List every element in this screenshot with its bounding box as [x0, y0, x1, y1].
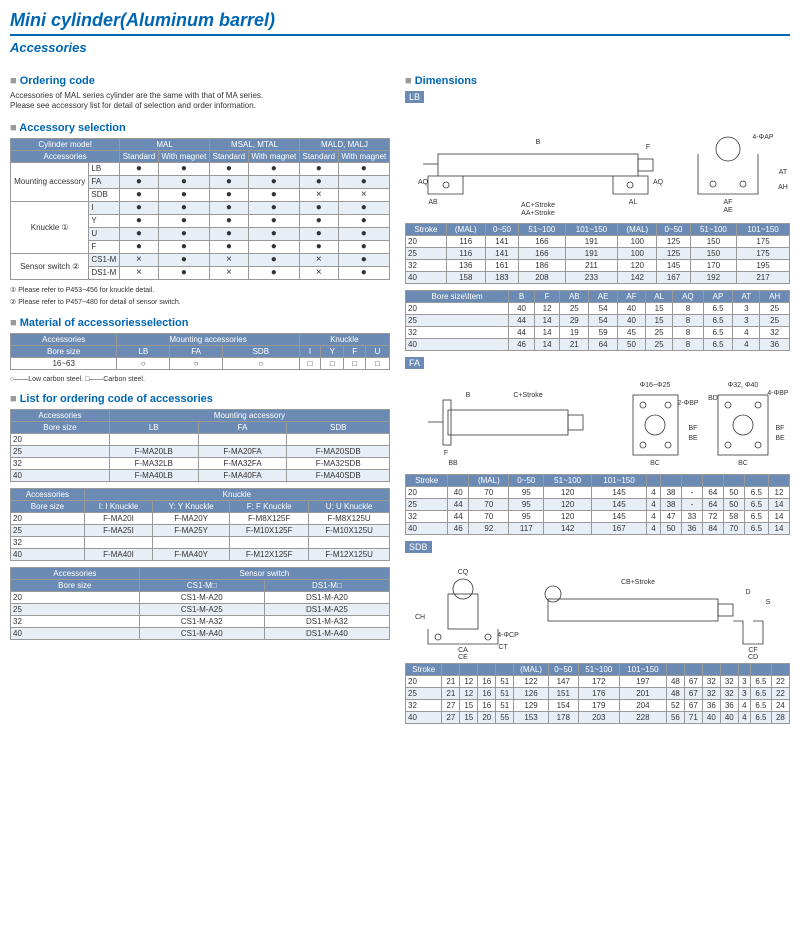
svg-text:4-ΦAP: 4-ΦAP	[752, 134, 773, 141]
svg-text:CF: CF	[748, 647, 757, 654]
svg-text:F: F	[645, 144, 649, 151]
mat-heading: Material of accessoriesselection	[10, 317, 390, 329]
svg-text:D: D	[745, 589, 750, 596]
svg-text:AA+Stroke: AA+Stroke	[521, 210, 555, 217]
svg-text:B: B	[465, 392, 470, 399]
svg-text:F: F	[443, 450, 447, 457]
svg-text:CA: CA	[458, 647, 468, 654]
svg-text:AQ: AQ	[417, 179, 428, 186]
svg-text:AL: AL	[628, 199, 637, 206]
svg-text:B: B	[535, 139, 540, 146]
ordering-heading: Ordering code	[10, 75, 390, 87]
dim-heading: Dimensions	[405, 75, 790, 87]
mat-legend: ○——Low carbon steel. □——Carbon steel.	[10, 376, 390, 383]
svg-text:AE: AE	[723, 207, 733, 214]
svg-text:AT: AT	[778, 169, 787, 176]
ordering-text2: Please see accessory list for detail of …	[10, 101, 390, 111]
lb-label: LB	[405, 91, 424, 103]
list-sensor-table: AccessoriesSensor switch Bore sizeCS1-M□…	[10, 567, 390, 640]
material-table: Accessories Mounting accessories Knuckle…	[10, 333, 390, 370]
svg-text:AH: AH	[778, 184, 788, 191]
page-subtitle: Accessories	[10, 40, 790, 55]
svg-text:BC: BC	[738, 460, 748, 467]
svg-text:BE: BE	[775, 435, 785, 442]
svg-text:BC: BC	[650, 460, 660, 467]
lb-table1: Stroke(MAL)0~5051~100101~150(MAL)0~5051~…	[405, 223, 790, 284]
list-knuckle-table: AccessoriesKnuckle Bore sizeI: I Knuckle…	[10, 488, 390, 561]
svg-text:BF: BF	[775, 425, 784, 432]
svg-text:Φ32, Φ40: Φ32, Φ40	[727, 382, 758, 389]
svg-text:BD: BD	[708, 395, 718, 402]
list-heading: List for ordering code of accessories	[10, 393, 390, 405]
svg-text:2-ΦBP: 2-ΦBP	[677, 400, 698, 407]
svg-text:AC+Stroke: AC+Stroke	[520, 202, 554, 209]
svg-text:AQ: AQ	[652, 179, 663, 186]
svg-text:C+Stroke: C+Stroke	[513, 392, 542, 399]
page-title: Mini cylinder(Aluminum barrel)	[10, 10, 790, 36]
ordering-text1: Accessories of MAL series cylinder are t…	[10, 91, 390, 101]
svg-text:4-ΦCP: 4-ΦCP	[497, 632, 519, 639]
svg-text:AF: AF	[723, 199, 732, 206]
sdb-table: Stroke(MAL)0~5051~100101~150 20211216511…	[405, 663, 790, 724]
fa-table: Stroke(MAL)0~5051~100101~150 20407095120…	[405, 474, 790, 535]
accessory-selection-table: Cylinder model MAL MSAL, MTAL MALD, MALJ…	[10, 138, 390, 280]
fa-diagram: Φ16~Φ25 Φ32, Φ40 B C+Stroke BC 2-ΦBP 4-Φ…	[405, 375, 790, 470]
svg-text:CB+Stroke: CB+Stroke	[620, 579, 654, 586]
svg-text:S: S	[765, 599, 770, 606]
svg-text:CQ: CQ	[457, 569, 468, 576]
svg-text:CD: CD	[747, 654, 757, 659]
acc-note1: ① Please refer to P453~456 for knuckle d…	[10, 286, 390, 295]
svg-text:BE: BE	[688, 435, 698, 442]
svg-text:CE: CE	[458, 654, 468, 659]
acc-note2: ② Please refer to P457~480 for detail of…	[10, 298, 390, 307]
svg-text:BF: BF	[688, 425, 697, 432]
lb-diagram: B F 4-ΦAP AT AH AQ AB AL AQ AF AE AC+Str…	[405, 109, 790, 219]
svg-text:Φ16~Φ25: Φ16~Φ25	[639, 382, 670, 389]
svg-text:BB: BB	[448, 460, 458, 467]
svg-text:CH: CH	[414, 614, 424, 621]
sdb-label: SDB	[405, 541, 432, 553]
svg-text:4-ΦBP: 4-ΦBP	[767, 390, 788, 397]
lb-table2: Bore size\ItemBFABAEAFALAQAPATAH20401225…	[405, 290, 790, 351]
acc-sel-heading: Accessory selection	[10, 122, 390, 134]
list-mounting-table: AccessoriesMounting accessory Bore sizeL…	[10, 409, 390, 482]
sdb-diagram: CQ CB+Stroke D S 4-ΦCP CH CT CA CE CF CD	[405, 559, 790, 659]
svg-text:CT: CT	[498, 644, 508, 651]
fa-label: FA	[405, 357, 424, 369]
svg-text:AB: AB	[428, 199, 438, 206]
